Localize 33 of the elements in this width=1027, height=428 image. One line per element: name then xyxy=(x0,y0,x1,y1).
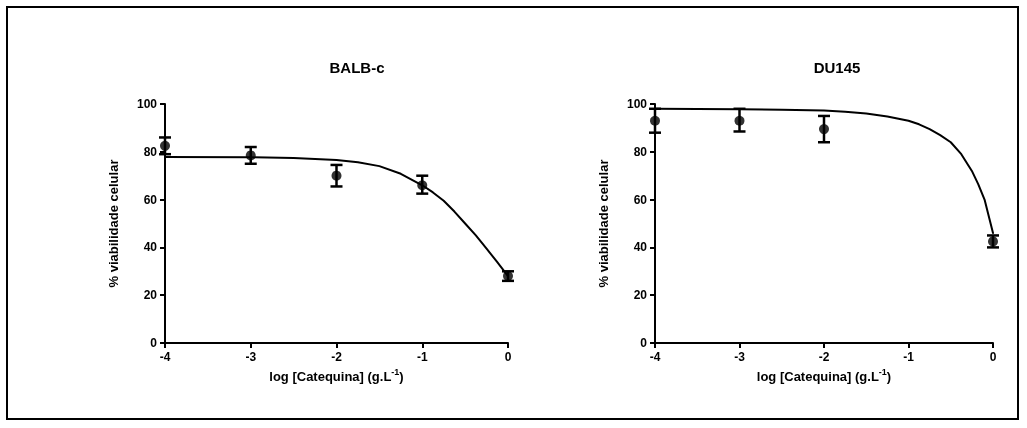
chart-title: BALB-c xyxy=(329,59,385,76)
y-tick-label: 40 xyxy=(143,240,158,255)
point xyxy=(160,140,170,151)
y-tick-label: 100 xyxy=(626,97,648,111)
x-tick-label: -3 xyxy=(734,350,746,364)
y-tick-label: 20 xyxy=(143,288,158,303)
x-tick-label: -4 xyxy=(649,350,661,364)
x-tick-label: -2 xyxy=(818,350,830,364)
x-tick-label: -1 xyxy=(416,350,428,364)
chart-title: DU145 xyxy=(813,59,861,76)
y-axis-title: % viabilidade celular xyxy=(106,159,121,288)
y-tick-label: 40 xyxy=(633,240,648,255)
y-tick-label: 20 xyxy=(633,288,648,303)
y-axis-title: % viabilidade celular xyxy=(596,159,611,288)
x-tick-label: 0 xyxy=(504,350,512,364)
point xyxy=(245,150,256,161)
point xyxy=(417,180,428,191)
x-tick-label: 0 xyxy=(989,350,997,364)
y-tick-label: 60 xyxy=(143,192,158,207)
y-tick-label: 60 xyxy=(633,192,648,207)
y-tick-label: 0 xyxy=(150,336,158,350)
y-tick-label: 80 xyxy=(143,144,158,159)
y-tick-label: 0 xyxy=(640,336,648,350)
x-tick-label: -2 xyxy=(331,350,343,364)
point xyxy=(650,115,660,126)
x-tick-label: -4 xyxy=(159,350,171,364)
y-tick-label: 80 xyxy=(633,144,648,159)
x-tick-label: -1 xyxy=(903,350,915,364)
point xyxy=(331,170,342,181)
point xyxy=(819,124,829,135)
point xyxy=(734,115,745,126)
y-tick-label: 100 xyxy=(136,97,158,111)
x-tick-label: -3 xyxy=(245,350,257,364)
